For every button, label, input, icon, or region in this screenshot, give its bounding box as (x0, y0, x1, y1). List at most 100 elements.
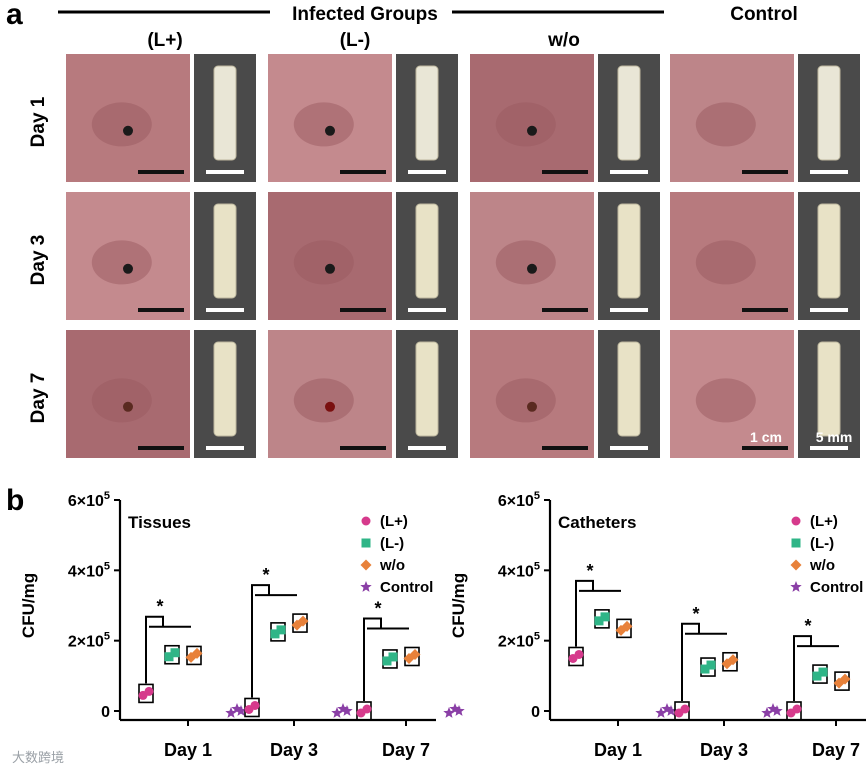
x-tick-label: Day 1 (594, 740, 642, 760)
data-point-l-plus (362, 704, 372, 714)
scale-bar-tissue (542, 170, 588, 174)
y-tick-label: 6×105 (498, 490, 540, 510)
data-point-control (231, 703, 243, 714)
wound-area (91, 102, 152, 147)
catheter-tube (617, 65, 641, 161)
legend-label: (L+) (810, 513, 838, 530)
scale-bar-catheter (206, 446, 244, 450)
wound-area (91, 240, 152, 285)
data-point-control (655, 707, 667, 718)
data-point-l-minus (170, 648, 180, 658)
data-point-l-plus (574, 649, 584, 659)
wound-area (695, 102, 756, 147)
significance-bracket (363, 617, 382, 701)
data-point-wo (621, 620, 633, 632)
significance-bracket (251, 584, 270, 698)
data-point-l-minus (361, 538, 371, 548)
scale-bar-catheter (206, 170, 244, 174)
catheter-tube (617, 203, 641, 299)
group-label-l-minus: (L-) (340, 30, 371, 51)
data-point-l-minus (700, 664, 710, 674)
data-point-control (665, 705, 677, 716)
legend-label: Control (380, 579, 433, 596)
significance-bracket (145, 615, 164, 684)
scale-bar-catheter (810, 170, 848, 174)
significance-star: * (586, 561, 593, 581)
data-point-control (449, 703, 461, 714)
y-tick-label: 6×105 (68, 490, 110, 510)
chart-title: Catheters (558, 513, 636, 532)
wound-area (91, 378, 152, 423)
x-tick-label: Day 7 (812, 740, 860, 760)
chart-title: Tissues (128, 513, 191, 532)
scale-bar-catheter (810, 446, 848, 450)
data-point-l-plus (792, 704, 802, 714)
data-point-control (790, 581, 802, 592)
catheter-tube (817, 341, 841, 437)
scale-bar-tissue (340, 446, 386, 450)
wound-mark (123, 263, 133, 274)
data-point-control (453, 705, 465, 716)
data-point-l-minus (791, 538, 801, 548)
scale-bar-tissue (742, 446, 788, 450)
data-point-l-minus (270, 629, 280, 639)
x-tick-label: Day 3 (270, 740, 318, 760)
wound-area (495, 102, 556, 147)
scale-bar-tissue (138, 170, 184, 174)
scale-label-tissue: 1 cm (750, 429, 782, 445)
catheter-tube (817, 203, 841, 299)
data-point-l-minus (164, 652, 174, 662)
row-label-day1: Day 1 (28, 96, 49, 147)
significance-bracket (793, 635, 812, 701)
box-summary (186, 645, 202, 666)
x-tick-label: Day 1 (164, 740, 212, 760)
legend-label: w/o (379, 557, 405, 574)
wound-mark (325, 263, 335, 274)
scale-bar-catheter (610, 446, 648, 450)
wound-area (495, 240, 556, 285)
group-label-wo: w/o (547, 30, 580, 51)
panel-letter-b: b (6, 484, 24, 517)
data-point-control (761, 707, 773, 718)
y-tick-label: 0 (101, 704, 110, 721)
data-point-wo (409, 648, 421, 660)
data-point-control (767, 703, 779, 714)
catheter-tube (213, 341, 237, 437)
significance-bracket (575, 579, 594, 647)
data-point-l-minus (600, 612, 610, 622)
box-summary (616, 618, 632, 639)
significance-bracket (681, 622, 700, 701)
scale-bar-tissue (340, 308, 386, 312)
catheter-tube (415, 341, 439, 437)
wound-area (293, 240, 354, 285)
x-tick-label: Day 3 (700, 740, 748, 760)
legend-label: Control (810, 579, 863, 596)
data-point-l-plus (361, 516, 371, 526)
chart-tissues: 0 2×105 4×105 6×105 CFU/mg Tissues Day 1 Day 3 D… (19, 490, 465, 760)
y-axis-label: CFU/mg (19, 573, 38, 638)
significance-star: * (692, 604, 699, 624)
scale-bar-tissue (742, 308, 788, 312)
data-point-l-plus (144, 686, 154, 696)
legend-label: (L-) (810, 535, 834, 552)
data-point-wo (727, 654, 739, 666)
scale-bar-catheter (206, 308, 244, 312)
chart-catheters: 0 2×105 4×105 6×105 CFU/mg Catheters Day 1 Day … (449, 490, 866, 760)
legend-label: w/o (809, 557, 835, 574)
scale-bar-tissue (542, 308, 588, 312)
box-summary (722, 651, 738, 672)
wound-mark (123, 125, 133, 136)
data-point-l-plus (680, 704, 690, 714)
wound-mark (123, 401, 133, 412)
scale-bar-catheter (610, 170, 648, 174)
scale-bar-catheter (408, 308, 446, 312)
y-tick-label: 4×105 (498, 560, 540, 580)
x-tick-label: Day 7 (382, 740, 430, 760)
scale-bar-tissue (742, 170, 788, 174)
scale-bar-tissue (542, 446, 588, 450)
legend-label: (L+) (380, 513, 408, 530)
wound-mark (325, 125, 335, 136)
data-point-l-minus (818, 667, 828, 677)
catheter-tube (617, 341, 641, 437)
